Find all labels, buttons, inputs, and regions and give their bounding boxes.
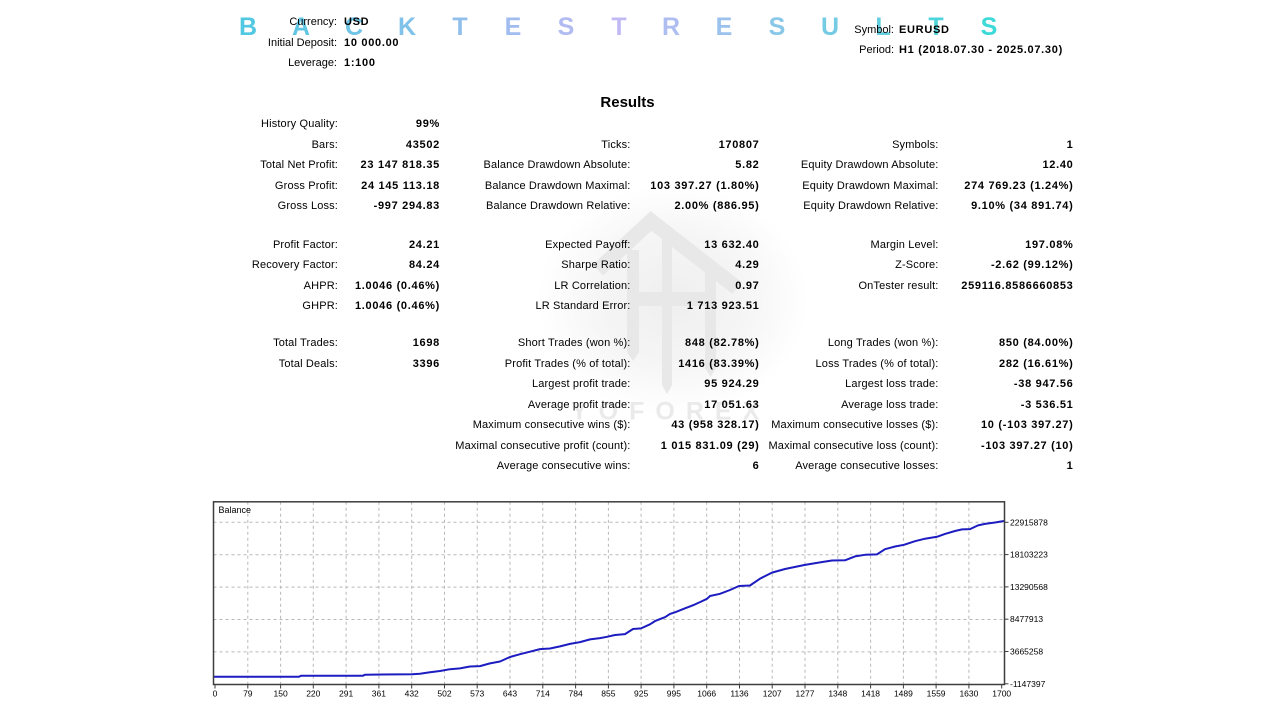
svg-text:18103223: 18103223 xyxy=(1010,550,1048,560)
svg-text:784: 784 xyxy=(569,689,583,699)
svg-text:643: 643 xyxy=(503,689,517,699)
svg-text:1348: 1348 xyxy=(828,689,847,699)
svg-text:361: 361 xyxy=(372,689,386,699)
svg-text:855: 855 xyxy=(601,689,615,699)
svg-text:1489: 1489 xyxy=(894,689,913,699)
svg-text:YOFOREX: YOFOREX xyxy=(571,398,770,426)
svg-text:1066: 1066 xyxy=(697,689,716,699)
svg-text:1136: 1136 xyxy=(730,689,749,699)
svg-text:291: 291 xyxy=(339,689,353,699)
svg-text:150: 150 xyxy=(274,689,288,699)
svg-text:714: 714 xyxy=(536,689,550,699)
svg-text:Balance: Balance xyxy=(219,505,252,515)
svg-text:1207: 1207 xyxy=(763,689,782,699)
svg-text:1418: 1418 xyxy=(861,689,880,699)
svg-text:8477913: 8477913 xyxy=(1010,614,1043,624)
svg-text:22915878: 22915878 xyxy=(1010,517,1048,527)
svg-text:1277: 1277 xyxy=(796,689,815,699)
svg-text:13290568: 13290568 xyxy=(1010,582,1048,592)
svg-text:432: 432 xyxy=(405,689,419,699)
svg-text:1630: 1630 xyxy=(959,689,978,699)
svg-text:502: 502 xyxy=(437,689,451,699)
svg-text:-1147397: -1147397 xyxy=(1010,679,1046,689)
svg-text:220: 220 xyxy=(306,689,320,699)
svg-text:573: 573 xyxy=(470,689,484,699)
svg-text:995: 995 xyxy=(667,689,681,699)
svg-text:1700: 1700 xyxy=(992,689,1011,699)
svg-text:925: 925 xyxy=(634,689,648,699)
svg-text:3665258: 3665258 xyxy=(1010,647,1043,657)
svg-text:0: 0 xyxy=(213,689,218,699)
svg-text:79: 79 xyxy=(243,689,253,699)
svg-text:1559: 1559 xyxy=(927,689,946,699)
